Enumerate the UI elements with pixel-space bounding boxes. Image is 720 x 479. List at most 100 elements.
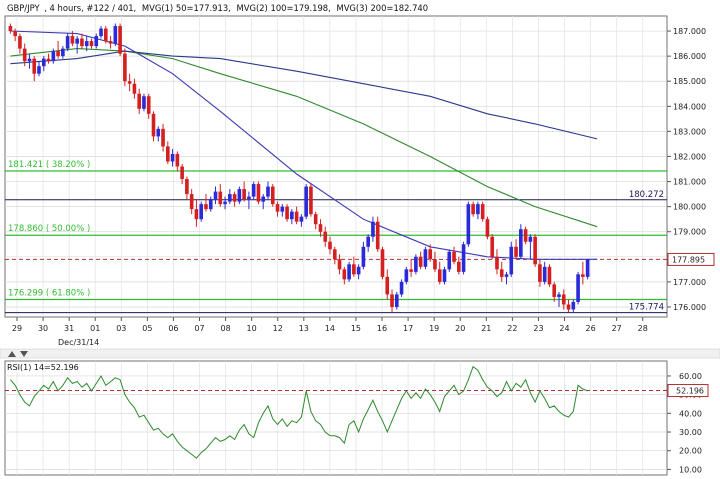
price-tick-label: 176.000 <box>673 303 706 312</box>
candle-body <box>151 113 156 137</box>
candle-body <box>261 196 266 202</box>
candle-body <box>495 256 499 270</box>
panel-splitter[interactable] <box>0 348 720 359</box>
candle-body <box>218 191 223 205</box>
candle-body <box>519 229 523 257</box>
candle-body <box>56 51 60 57</box>
price-tick-label: 182.000 <box>673 152 706 161</box>
candle-body <box>480 204 485 220</box>
time-tick-label: 20 <box>455 324 465 333</box>
candle-body <box>328 241 332 250</box>
candle-body <box>199 204 204 220</box>
rsi-tick-label: 20.00 <box>679 447 702 456</box>
candle-body <box>32 58 37 74</box>
time-tick-label: 21 <box>481 324 491 333</box>
time-tick-label: 31 <box>64 324 74 333</box>
candle-body <box>581 274 585 277</box>
candle-body <box>499 269 504 277</box>
candle-body <box>547 266 552 285</box>
candle-body <box>585 259 590 277</box>
candle-body <box>108 41 113 44</box>
candle-body <box>270 186 275 205</box>
candle-body <box>213 191 218 200</box>
candle-body <box>318 224 323 232</box>
candle-body <box>204 204 208 210</box>
time-tick-label: 08 <box>220 324 230 333</box>
candle-body <box>404 269 409 282</box>
time-tick-label: 12 <box>273 324 283 333</box>
candle-body <box>375 221 380 250</box>
candle-body <box>113 26 118 44</box>
candle-body <box>194 209 199 220</box>
candle-body <box>414 256 418 272</box>
candle-body <box>380 249 385 277</box>
candle-body <box>27 58 32 62</box>
current-price-label: 177.895 <box>672 255 705 264</box>
candle-body <box>118 26 122 54</box>
time-tick-label: 26 <box>586 324 596 333</box>
splitter-arrows[interactable] <box>8 351 28 357</box>
time-tick-label: 23 <box>533 324 543 333</box>
candle-body <box>361 246 366 267</box>
rsi-tick-label: 30.00 <box>679 428 702 437</box>
candle-body <box>266 186 270 197</box>
candle-body <box>566 304 571 310</box>
candle-body <box>490 236 495 257</box>
time-tick-label: 16 <box>377 324 387 333</box>
time-tick-label: 14 <box>325 324 335 333</box>
candle-body <box>65 36 70 49</box>
rsi-line <box>10 365 588 459</box>
candle-body <box>37 66 41 74</box>
candle-body <box>228 194 232 202</box>
candle-body <box>156 128 161 137</box>
candle-body <box>185 179 189 195</box>
candle-body <box>94 36 99 47</box>
candle-body <box>485 219 490 237</box>
candle-body <box>356 266 361 275</box>
candle-body <box>99 28 103 37</box>
price-tick-label: 179.000 <box>673 228 706 237</box>
header-ma2: MVG(2) 100=179.198, <box>237 3 331 13</box>
candle-body <box>189 194 194 210</box>
rsi-current-label: 52.196 <box>676 387 704 396</box>
candle-body <box>504 274 509 277</box>
candle-body <box>132 83 137 94</box>
candle-body <box>332 249 337 260</box>
time-tick-label: 03 <box>116 324 126 333</box>
candle-body <box>576 274 580 302</box>
candle-body <box>571 301 576 310</box>
time-tick-label: 28 <box>638 324 648 333</box>
candle-body <box>466 204 471 245</box>
time-tick-label: 17 <box>403 324 413 333</box>
time-tick-label: 27 <box>612 324 622 333</box>
candle-body <box>127 81 132 84</box>
candle-body <box>89 41 94 47</box>
price-panel <box>4 15 668 318</box>
candle-body <box>70 36 75 44</box>
candle-body <box>514 246 518 257</box>
level-lines <box>5 170 667 314</box>
level-label: 175.774 <box>629 303 664 313</box>
candle-body <box>538 264 542 282</box>
candle-body <box>237 189 242 202</box>
rsi-current-box <box>667 384 709 398</box>
candle-body <box>75 38 79 44</box>
header-ma3: MVG(3) 200=182.740 <box>336 3 428 13</box>
candle-body <box>290 211 294 220</box>
candle-body <box>347 264 351 280</box>
candle-body <box>418 256 423 267</box>
candle-body <box>285 206 289 220</box>
candle-body <box>242 189 246 200</box>
candle-body <box>371 221 375 237</box>
candle-body <box>409 269 413 272</box>
candle-body <box>142 96 146 109</box>
time-tick-label: 19 <box>429 324 439 333</box>
candle-body <box>366 236 370 247</box>
candle-body <box>84 41 89 47</box>
candle-body <box>61 48 65 57</box>
candle-body <box>180 166 184 180</box>
price-tick-label: 183.000 <box>673 127 706 136</box>
chart-header: GBP/JPY , 4 hours, #122 / 401, MVG(1) 50… <box>7 3 428 13</box>
